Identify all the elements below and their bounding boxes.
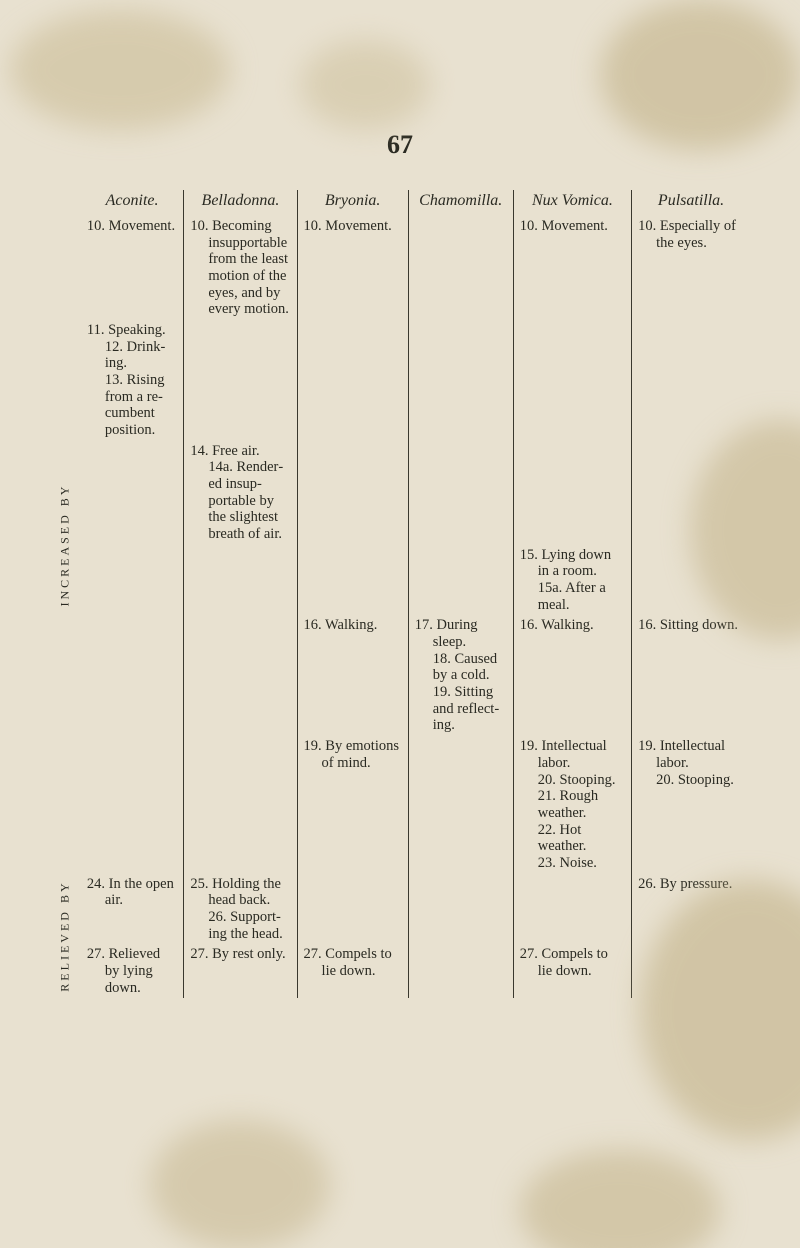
remedy-table-wrap: Aconite. Belladonna. Bryonia. Chamomilla… bbox=[50, 190, 750, 998]
page-stain bbox=[520, 1150, 720, 1248]
cell: 14. Free air.14a. Render­ed insup­portab… bbox=[190, 443, 290, 543]
col-nux: Nux Vomica. bbox=[513, 190, 631, 216]
page-stain bbox=[10, 10, 230, 130]
remedy-table: Aconite. Belladonna. Bryonia. Chamomilla… bbox=[50, 190, 750, 998]
cell: 10. Becom­ing insup­portable from the le… bbox=[190, 218, 290, 318]
row-10: INCREASED BY 10. Move­ment. 10. Becom­in… bbox=[50, 216, 750, 320]
cell: 19. Intellec­tual labor.20. Stooping. bbox=[638, 738, 744, 788]
page-stain bbox=[150, 1120, 330, 1248]
row-15: 15. Lying down in a room.15a. After a me… bbox=[50, 545, 750, 616]
cell: 25. Holding the head back.26. Support­in… bbox=[190, 876, 290, 943]
cell: 26. By pres­sure. bbox=[638, 876, 744, 893]
side-relieved: RELIEVED BY bbox=[50, 874, 81, 999]
cell: 10. Especial­ly of the eyes. bbox=[638, 218, 744, 251]
header-row: Aconite. Belladonna. Bryonia. Chamomilla… bbox=[50, 190, 750, 216]
cell: 17. During sleep.18. Caused by a cold.19… bbox=[415, 617, 507, 734]
side-increased: INCREASED BY bbox=[50, 216, 81, 874]
cell: 19. Intellec­tual labor.20. Stooping.21.… bbox=[520, 738, 625, 871]
col-belladonna: Belladonna. bbox=[184, 190, 297, 216]
page-stain bbox=[300, 40, 430, 130]
side-relieved-label: RELIEVED BY bbox=[58, 880, 72, 991]
cell: 27. By rest only. bbox=[190, 946, 290, 963]
col-chamomilla: Chamomilla. bbox=[408, 190, 513, 216]
cell: 10. Move­ment. bbox=[304, 218, 402, 235]
cell: 16. Walking. bbox=[520, 617, 625, 634]
page-number: 67 bbox=[0, 130, 800, 160]
row-11-13: 11. Speak­ing.12. Drink­ing.13. Rising f… bbox=[50, 320, 750, 441]
cell: 11. Speak­ing.12. Drink­ing.13. Rising f… bbox=[87, 322, 177, 439]
cell: 27. Compels to lie down. bbox=[304, 946, 402, 979]
cell: 27. Relieved by lying down. bbox=[87, 946, 177, 996]
cell: 15. Lying down in a room.15a. After a me… bbox=[520, 547, 625, 614]
cell: 27. Compels to lie down. bbox=[520, 946, 625, 979]
col-aconite: Aconite. bbox=[81, 190, 184, 216]
cell: 24. In the open air. bbox=[87, 876, 177, 909]
row-19-23: 19. By emo­tions of mind. 19. Intellec­t… bbox=[50, 736, 750, 873]
cell: 16. Sitting down. bbox=[638, 617, 744, 634]
row-16-18: 16. Walking. 17. During sleep.18. Caused… bbox=[50, 615, 750, 736]
col-pulsatilla: Pulsatilla. bbox=[632, 190, 750, 216]
cell: 10. Move­ment. bbox=[520, 218, 625, 235]
row-27: 27. Relieved by lying down. 27. By rest … bbox=[50, 944, 750, 998]
cell: 10. Move­ment. bbox=[87, 218, 177, 235]
side-increased-label: INCREASED BY bbox=[58, 483, 72, 606]
cell: 19. By emo­tions of mind. bbox=[304, 738, 402, 771]
side-blank bbox=[50, 190, 81, 216]
cell: 16. Walking. bbox=[304, 617, 402, 634]
page-stain bbox=[600, 0, 800, 150]
col-bryonia: Bryonia. bbox=[297, 190, 408, 216]
row-14: 14. Free air.14a. Render­ed insup­portab… bbox=[50, 441, 750, 545]
row-24-26: RELIEVED BY 24. In the open air. 25. Hol… bbox=[50, 874, 750, 945]
